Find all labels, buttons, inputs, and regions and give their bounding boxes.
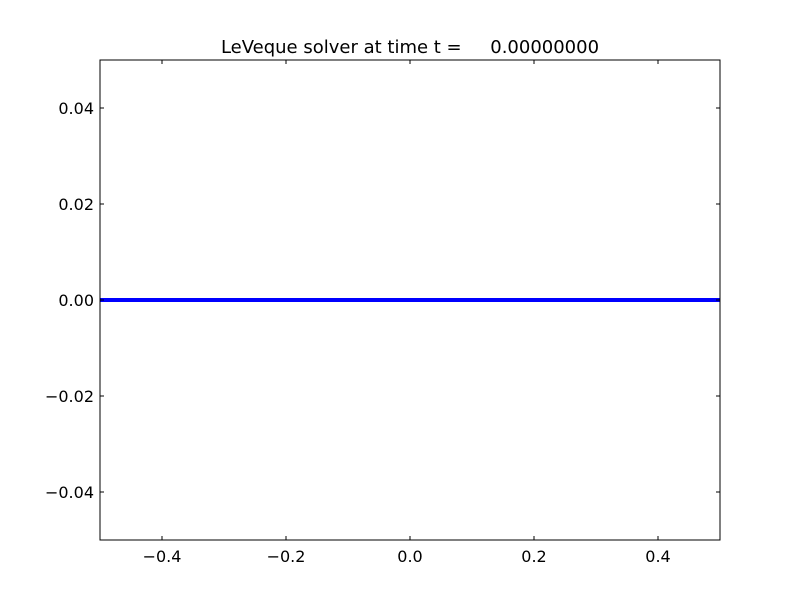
plot-frame: [99, 59, 721, 541]
x-tick-label: 0.2: [521, 547, 546, 566]
x-tick-label: −0.4: [143, 547, 182, 566]
x-tick-label: 0.0: [397, 547, 422, 566]
y-tick-label: −0.04: [45, 483, 94, 502]
chart-title: LeVeque solver at time t = 0.00000000: [221, 37, 599, 58]
y-tick-label: −0.02: [45, 387, 94, 406]
x-tick-label: 0.4: [645, 547, 670, 566]
tick-marks: [100, 60, 720, 540]
x-tick-labels: −0.4 −0.2 0.0 0.2 0.4: [143, 547, 671, 566]
x-tick-label: −0.2: [267, 547, 306, 566]
y-tick-label: 0.02: [58, 195, 94, 214]
y-tick-label: 0.04: [58, 99, 94, 118]
y-tick-labels: 0.04 0.02 0.00 −0.02 −0.04: [45, 99, 94, 502]
y-tick-label: 0.00: [58, 291, 94, 310]
